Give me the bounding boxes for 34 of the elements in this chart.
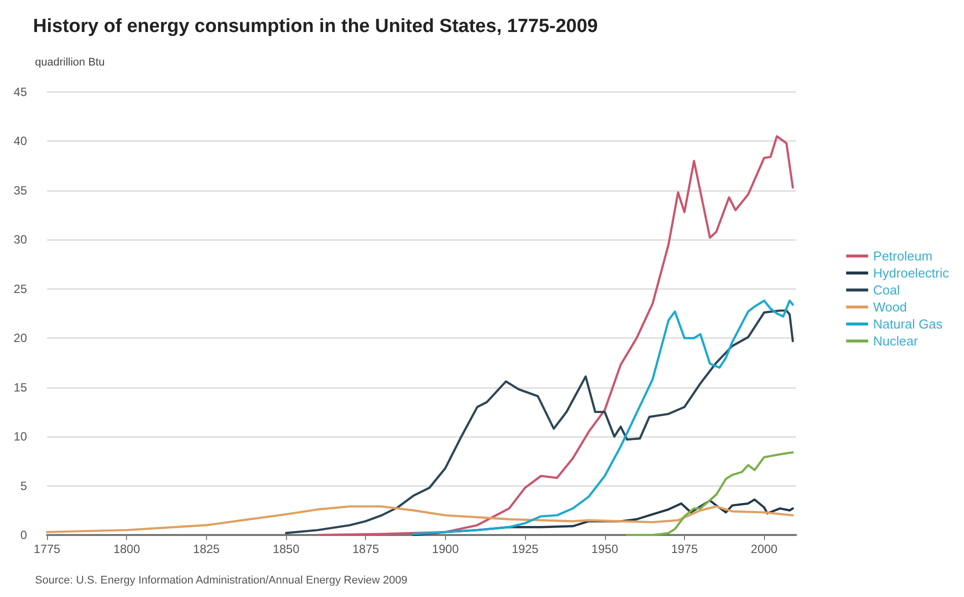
y-tick-label: 25 [14, 282, 28, 296]
x-tick-label: 1900 [432, 542, 460, 556]
y-tick-label: 35 [14, 183, 28, 198]
source-note: Source: U.S. Energy Information Administration/Annual Energy Review 2009 [35, 574, 408, 586]
x-tick-label: 1875 [352, 542, 380, 556]
y-tick-label: 40 [14, 134, 28, 148]
y-tick-label: 30 [14, 232, 28, 247]
x-tick-label: 2000 [750, 542, 778, 556]
y-tick-label: 0 [20, 528, 28, 542]
y-tick-label: 10 [14, 430, 28, 444]
x-tick-label: 1850 [272, 542, 300, 556]
line-series [412, 300, 794, 536]
x-tick-label: 1975 [671, 542, 698, 556]
legend-label: Nuclear [873, 334, 919, 348]
x-tick-label: 1825 [193, 542, 220, 556]
y-tick-label: 15 [14, 380, 28, 394]
x-tick-label: 1800 [113, 542, 140, 556]
y-tick-label: 5 [20, 478, 28, 493]
line-series [284, 309, 794, 534]
legend-label: Natural Gas [873, 316, 944, 332]
x-tick-label: 1950 [591, 542, 618, 556]
legend-label: Wood [873, 300, 907, 314]
legend-label: Coal [873, 282, 900, 298]
line-series [626, 451, 794, 536]
y-tick-label: 20 [14, 331, 28, 346]
chart-title: History of energy consumption in the United States, 1775-2009 [33, 16, 598, 37]
line-series [46, 505, 794, 534]
x-tick-label: 1925 [512, 542, 539, 556]
line-series [316, 135, 794, 536]
legend-label: Petroleum [873, 248, 932, 264]
y-axis-title: quadrillion Btu [35, 56, 105, 68]
legend-label: Hydroelectric [873, 266, 950, 280]
x-tick-label: 1775 [34, 542, 61, 556]
y-tick-label: 45 [14, 85, 28, 99]
